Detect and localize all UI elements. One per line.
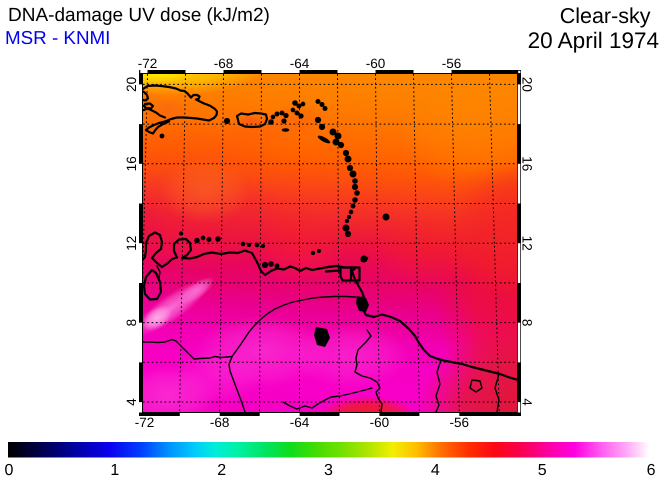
svg-text:12: 12 — [520, 236, 535, 251]
svg-text:2: 2 — [217, 462, 226, 479]
svg-text:-72: -72 — [135, 415, 155, 430]
svg-text:-68: -68 — [214, 56, 234, 71]
svg-text:16: 16 — [520, 156, 535, 171]
svg-text:5: 5 — [538, 462, 547, 479]
svg-text:20: 20 — [520, 77, 535, 92]
svg-text:-72: -72 — [138, 56, 158, 71]
svg-text:1: 1 — [110, 462, 119, 479]
svg-text:-60: -60 — [366, 56, 386, 71]
svg-text:-60: -60 — [370, 415, 390, 430]
svg-text:20 April 1974: 20 April 1974 — [528, 28, 659, 53]
svg-text:-56: -56 — [442, 56, 462, 71]
svg-text:-56: -56 — [450, 415, 470, 430]
svg-text:0: 0 — [5, 462, 14, 479]
svg-text:3: 3 — [324, 462, 333, 479]
svg-text:8: 8 — [520, 319, 535, 327]
svg-text:20: 20 — [124, 77, 139, 92]
svg-text:4: 4 — [520, 398, 535, 406]
svg-text:DNA-damage UV dose (kJ/m2): DNA-damage UV dose (kJ/m2) — [8, 5, 270, 26]
svg-text:-64: -64 — [290, 56, 310, 71]
svg-text:8: 8 — [124, 319, 139, 327]
svg-text:Clear-sky: Clear-sky — [560, 4, 651, 28]
svg-text:4: 4 — [431, 462, 440, 479]
svg-text:16: 16 — [124, 156, 139, 171]
svg-text:4: 4 — [124, 398, 139, 406]
svg-text:12: 12 — [124, 236, 139, 251]
svg-text:MSR - KNMI: MSR - KNMI — [5, 27, 110, 48]
svg-text:-64: -64 — [290, 415, 310, 430]
svg-text:6: 6 — [647, 462, 656, 479]
svg-text:-68: -68 — [210, 415, 230, 430]
